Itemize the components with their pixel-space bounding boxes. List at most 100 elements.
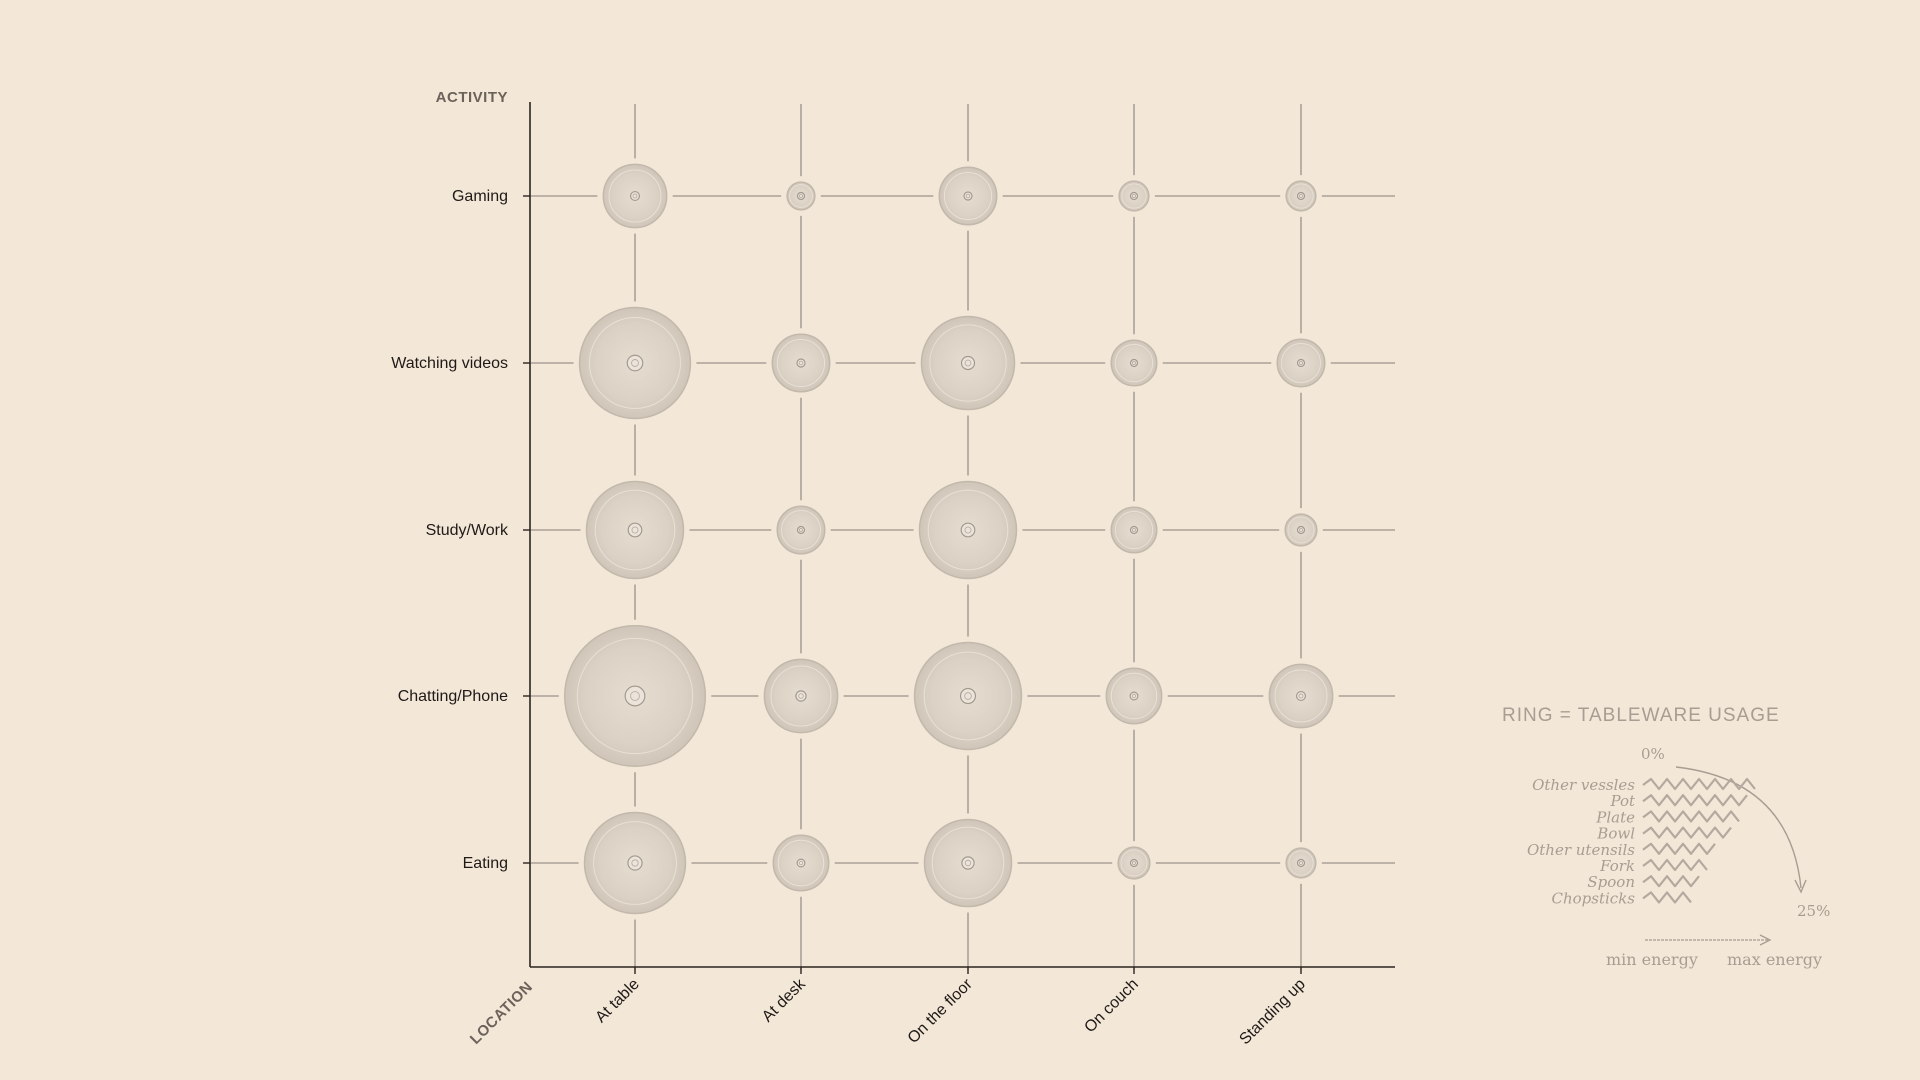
bubble-center-dot — [964, 859, 972, 867]
bubble-center — [796, 858, 806, 868]
bubble-center-dot — [1298, 193, 1304, 199]
bubble — [915, 310, 1021, 416]
bubble — [1280, 175, 1322, 217]
legend-wave — [1642, 810, 1740, 823]
bubble-center-dot — [631, 526, 639, 534]
activity-label: Gaming — [452, 188, 508, 205]
bubble — [758, 653, 844, 739]
bubble-center-dot — [631, 359, 639, 367]
bubble-inner-ring — [589, 317, 681, 409]
bubble — [1280, 842, 1322, 884]
bubble-center-dot — [798, 360, 804, 366]
legend: RING = TABLEWARE USAGE 0% 25% Other vess… — [1502, 705, 1830, 969]
bubble-center — [796, 191, 806, 201]
legend-item-label: Plate — [1595, 808, 1635, 826]
bubble — [918, 813, 1018, 913]
bubble — [908, 636, 1028, 756]
bubble-center — [960, 355, 976, 371]
bubble-inner-ring — [931, 826, 1005, 900]
bubble-center — [961, 856, 975, 870]
legend-max-energy: max energy — [1727, 950, 1822, 969]
bubble-center-dot — [964, 526, 972, 534]
bubble-center-dot — [630, 691, 640, 701]
bubble — [1100, 662, 1168, 730]
bubble — [573, 301, 697, 425]
bubble-center — [1296, 191, 1306, 201]
bubble — [578, 806, 692, 920]
bubble-center-dot — [798, 693, 804, 699]
bubble-center-dot — [964, 359, 972, 367]
bubble-inner-ring — [1120, 849, 1148, 877]
bubble — [1113, 175, 1155, 217]
legend-end-label: 25% — [1797, 902, 1830, 920]
bubble-center — [1295, 690, 1307, 702]
legend-item-label: Spoon — [1587, 873, 1635, 891]
bubble-center-dot — [1298, 693, 1304, 699]
bubble-center-dot — [798, 193, 804, 199]
legend-item-label: Pot — [1609, 792, 1636, 810]
bubble — [580, 475, 690, 585]
bubble-inner-ring — [923, 651, 1013, 741]
bubble-center-dot — [798, 527, 804, 533]
bubble-center-dot — [964, 692, 972, 700]
legend-start-label: 0% — [1641, 745, 1665, 763]
bubble-inner-ring — [1288, 183, 1314, 209]
location-label: On couch — [1081, 976, 1141, 1036]
activity-label: Watching videos — [391, 355, 508, 372]
bubble-center-dot — [1131, 527, 1137, 533]
location-label: On the floor — [905, 975, 977, 1047]
bubble-inner-ring — [770, 665, 832, 727]
legend-item-label: Other utensils — [1527, 841, 1635, 859]
bubble — [1112, 841, 1156, 885]
legend-energy-arrowhead — [1759, 934, 1772, 946]
bubble — [1271, 333, 1331, 393]
bubble-inner-ring — [1274, 669, 1328, 723]
bubble-center — [963, 191, 973, 201]
bubble-center — [627, 522, 643, 538]
bubble-center — [959, 687, 977, 705]
bubble — [766, 328, 836, 398]
bubble-inner-ring — [1287, 516, 1315, 544]
bubble-center — [1296, 525, 1306, 535]
bubble-center — [796, 525, 806, 535]
bubble — [767, 829, 835, 897]
location-labels: At table At desk On the floor On couch Stand… — [592, 975, 1308, 1048]
bubble-center-dot — [1298, 527, 1304, 533]
legend-item-label: Chopsticks — [1552, 889, 1636, 907]
bubble-inner-ring — [1281, 343, 1321, 383]
bubble — [781, 176, 821, 216]
legend-wave — [1642, 842, 1716, 855]
bubble-center — [1129, 691, 1139, 701]
bubble — [597, 158, 673, 234]
bubble-center-dot — [1131, 193, 1137, 199]
legend-min-energy: min energy — [1606, 950, 1698, 969]
bubble-center-dot — [1298, 860, 1304, 866]
bubble-center — [1129, 525, 1139, 535]
bubble — [1263, 658, 1339, 734]
bubble-center — [1296, 858, 1306, 868]
bubble-center — [627, 855, 643, 871]
legend-curve-arrowhead — [1794, 879, 1807, 894]
y-axis-title: ACTIVITY — [436, 89, 508, 106]
bubble-inner-ring — [1110, 672, 1158, 720]
legend-wave — [1642, 858, 1708, 872]
bubble-center-dot — [631, 859, 639, 867]
bubble-center-dot — [1131, 360, 1137, 366]
bubble-center-dot — [1131, 693, 1137, 699]
bubble-inner-ring — [1114, 343, 1154, 383]
bubble-center — [1129, 191, 1139, 201]
legend-wave — [1642, 875, 1700, 888]
bubble-inner-ring — [1288, 850, 1314, 876]
bubble-inner-ring — [943, 171, 993, 221]
legend-waves — [1642, 777, 1756, 904]
location-label: At desk — [759, 975, 809, 1025]
bubble — [1279, 508, 1323, 552]
bubble-inner-ring — [1114, 510, 1154, 550]
legend-wave — [1642, 794, 1748, 807]
bubble — [933, 161, 1003, 231]
bubble — [771, 500, 831, 560]
bubble-center-dot — [798, 860, 804, 866]
activity-label: Study/Work — [426, 522, 509, 539]
bubble-center — [960, 522, 976, 538]
